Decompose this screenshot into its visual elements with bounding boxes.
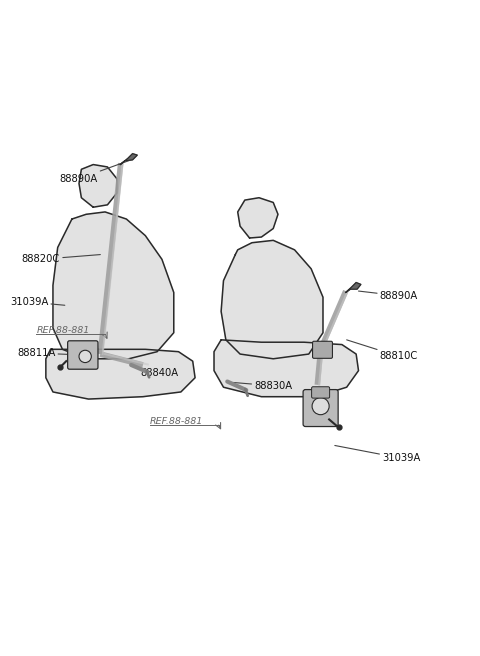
Polygon shape: [238, 197, 278, 238]
Text: 88890A: 88890A: [359, 291, 418, 301]
Text: 88811A: 88811A: [17, 348, 84, 358]
Polygon shape: [221, 240, 323, 359]
Polygon shape: [53, 212, 174, 359]
Text: 88820C: 88820C: [22, 255, 100, 264]
Text: 88810C: 88810C: [347, 340, 418, 361]
Polygon shape: [346, 283, 361, 293]
Circle shape: [79, 350, 91, 363]
Text: 31039A: 31039A: [10, 297, 65, 307]
FancyBboxPatch shape: [312, 341, 333, 358]
Polygon shape: [120, 154, 137, 165]
Text: 31039A: 31039A: [335, 445, 420, 463]
Text: REF.88-881: REF.88-881: [150, 417, 204, 426]
Text: 88890A: 88890A: [60, 160, 131, 184]
Polygon shape: [79, 165, 117, 207]
FancyBboxPatch shape: [312, 387, 330, 398]
Circle shape: [312, 398, 329, 415]
Text: 88840A: 88840A: [134, 367, 179, 378]
FancyBboxPatch shape: [303, 390, 338, 426]
Text: 88830A: 88830A: [233, 380, 292, 391]
Text: REF.88-881: REF.88-881: [36, 326, 90, 335]
Polygon shape: [214, 340, 359, 397]
Polygon shape: [46, 349, 195, 399]
FancyBboxPatch shape: [68, 340, 98, 369]
